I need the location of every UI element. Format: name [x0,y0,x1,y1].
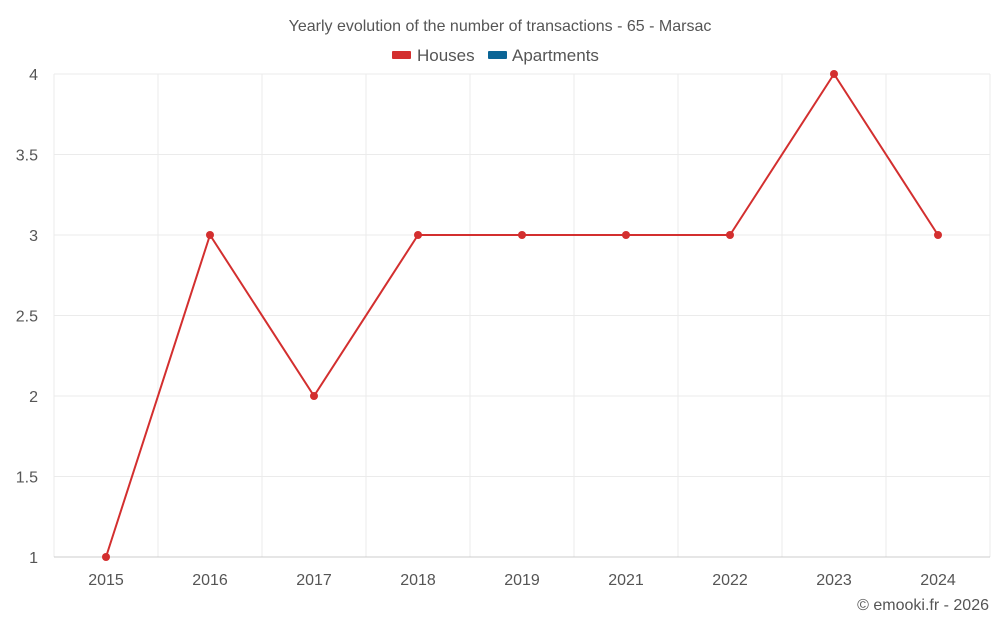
series-layer [102,70,942,561]
data-point-2016 [206,231,214,239]
y-tick-label: 2 [29,389,38,406]
data-point-2019 [518,231,526,239]
data-point-2015 [102,553,110,561]
legend: Houses Apartments [392,46,599,65]
x-tick-label: 2017 [296,572,332,589]
data-point-2023 [830,70,838,78]
x-tick-label: 2019 [504,572,540,589]
x-axis-ticks: 2015 2016 2017 2018 2019 2021 2022 2023 2024 [88,572,956,589]
x-tick-label: 2018 [400,572,436,589]
y-tick-label: 3 [29,228,38,245]
legend-swatch-houses [392,51,411,59]
x-tick-label: 2016 [192,572,228,589]
y-axis-ticks: 1 1.5 2 2.5 3 3.5 4 [16,67,38,567]
y-tick-label: 1 [29,550,38,567]
y-tick-label: 4 [29,67,38,84]
x-tick-label: 2022 [712,572,748,589]
y-tick-label: 3.5 [16,148,38,165]
x-tick-label: 2021 [608,572,644,589]
legend-label-houses: Houses [417,46,475,65]
data-point-2021 [622,231,630,239]
legend-swatch-apartments [488,51,507,59]
data-point-2022 [726,231,734,239]
chart-title: Yearly evolution of the number of transa… [289,18,712,35]
credit-text: © emooki.fr - 2026 [857,597,989,614]
x-tick-label: 2023 [816,572,852,589]
x-tick-label: 2024 [920,572,956,589]
x-tick-label: 2015 [88,572,124,589]
y-tick-label: 2.5 [16,309,38,326]
grid-layer [53,73,991,558]
data-point-2024 [934,231,942,239]
data-point-2018 [414,231,422,239]
y-tick-label: 1.5 [16,470,38,487]
legend-label-apartments: Apartments [512,46,599,65]
data-point-2017 [310,392,318,400]
